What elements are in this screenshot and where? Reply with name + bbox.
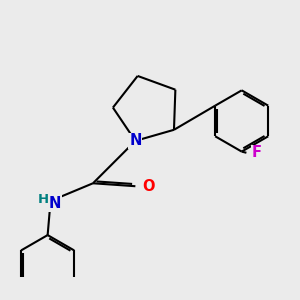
Text: N: N [129, 134, 142, 148]
Text: F: F [252, 145, 262, 160]
Text: H: H [38, 193, 49, 206]
Text: O: O [142, 179, 154, 194]
Text: N: N [49, 196, 62, 211]
